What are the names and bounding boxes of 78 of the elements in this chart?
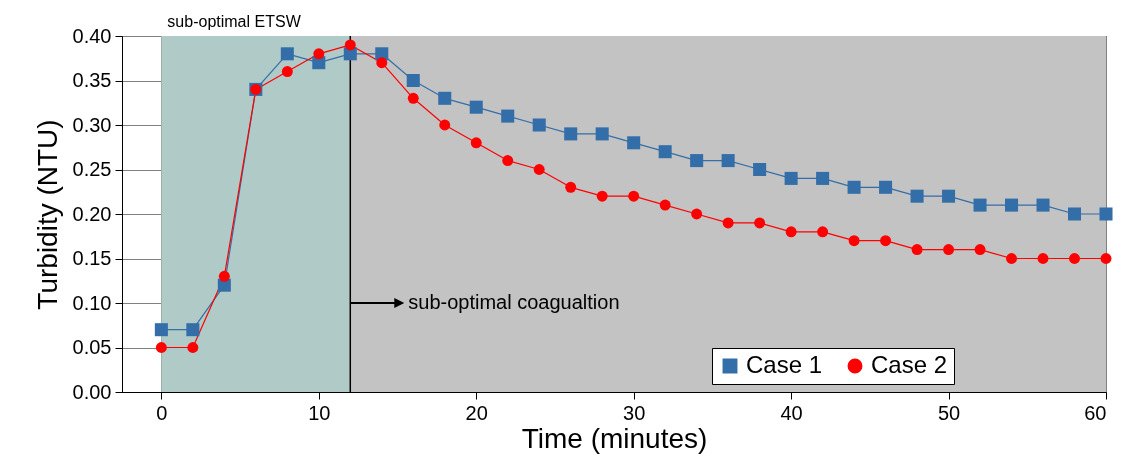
point — [910, 189, 924, 203]
y-tick-label: 0.10 — [72, 291, 112, 314]
y-tick-label: 0.15 — [72, 247, 112, 269]
point — [1067, 207, 1082, 221]
point — [942, 189, 956, 203]
point — [344, 39, 356, 51]
annotation: sub-optimal coagualtion — [408, 291, 620, 313]
band-label: sub-optimal ETSW — [167, 13, 302, 30]
point — [722, 217, 734, 229]
point — [911, 244, 923, 256]
point — [754, 217, 766, 229]
point — [155, 342, 167, 353]
point — [1100, 253, 1112, 264]
point — [565, 181, 577, 193]
point — [154, 323, 168, 337]
point — [974, 244, 986, 256]
point — [659, 199, 671, 211]
point — [627, 136, 641, 150]
y-tick-label: 0.35 — [72, 69, 112, 91]
y-tick-label: 0.30 — [72, 113, 112, 136]
y-tick-label: 0.05 — [72, 336, 112, 358]
x-tick-label: 30 — [623, 401, 646, 424]
y-tick-label: 0.25 — [72, 158, 112, 180]
point — [595, 127, 609, 141]
point — [690, 154, 704, 168]
point — [973, 198, 987, 212]
point — [1037, 253, 1049, 264]
point — [187, 342, 199, 353]
point — [407, 92, 419, 104]
y-axis-title: Turbidity (NTU) — [31, 119, 63, 310]
point — [784, 171, 798, 185]
x-axis-title: Time (minutes) — [521, 422, 708, 454]
y-tick-label: 0.20 — [72, 202, 112, 225]
y-tick-label: 0.00 — [72, 380, 112, 403]
point — [313, 48, 325, 60]
point — [186, 323, 200, 337]
point — [753, 162, 767, 177]
point — [658, 145, 672, 159]
y-tick-label: 0.40 — [72, 24, 112, 47]
legend-label: Case 1 — [746, 351, 823, 378]
point — [281, 66, 293, 78]
point — [691, 208, 703, 220]
point — [596, 190, 608, 202]
x-tick-label: 50 — [937, 401, 961, 424]
point — [880, 235, 892, 247]
point — [1006, 253, 1018, 264]
point — [816, 171, 830, 185]
point — [628, 190, 640, 202]
x-tick-label: 20 — [465, 401, 488, 424]
legend-label: Case 2 — [871, 351, 948, 378]
point — [501, 109, 515, 123]
point — [439, 119, 451, 131]
point — [280, 47, 294, 61]
point — [470, 137, 482, 149]
point — [376, 57, 388, 69]
x-tick-label: 60 — [1084, 401, 1107, 424]
x-tick-label: 40 — [780, 401, 803, 424]
point — [848, 235, 860, 247]
point — [879, 180, 893, 194]
point — [1036, 198, 1050, 212]
point — [218, 270, 230, 282]
point — [469, 100, 483, 114]
x-tick-label: 10 — [308, 401, 331, 424]
x-tick-label: 0 — [156, 401, 168, 424]
point — [1005, 198, 1019, 212]
point — [1069, 253, 1080, 264]
point — [406, 73, 420, 88]
point — [1099, 207, 1113, 221]
point — [532, 118, 546, 132]
point — [533, 164, 545, 175]
point — [564, 127, 578, 141]
point — [438, 91, 452, 105]
point — [847, 180, 861, 194]
point — [943, 244, 955, 256]
point — [721, 154, 735, 168]
point — [502, 155, 514, 167]
point — [785, 226, 797, 238]
point — [817, 226, 829, 238]
